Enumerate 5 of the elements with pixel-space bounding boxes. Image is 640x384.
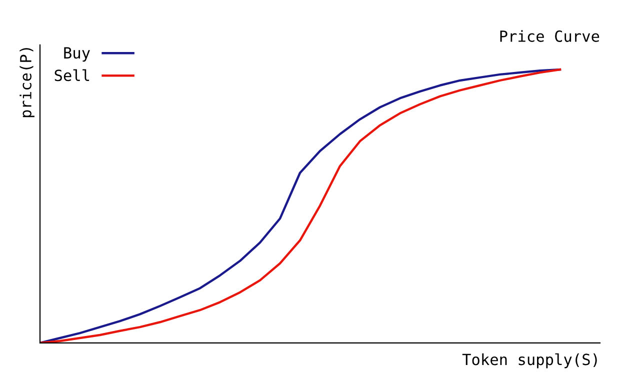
chart-title: Price Curve bbox=[500, 30, 600, 42]
x-axis-title: Token supply(S) bbox=[462, 353, 597, 368]
legend-label: Buy bbox=[64, 47, 90, 62]
y-axis-title: price(P) bbox=[20, 48, 34, 118]
legend-label: Sell bbox=[54, 69, 90, 82]
